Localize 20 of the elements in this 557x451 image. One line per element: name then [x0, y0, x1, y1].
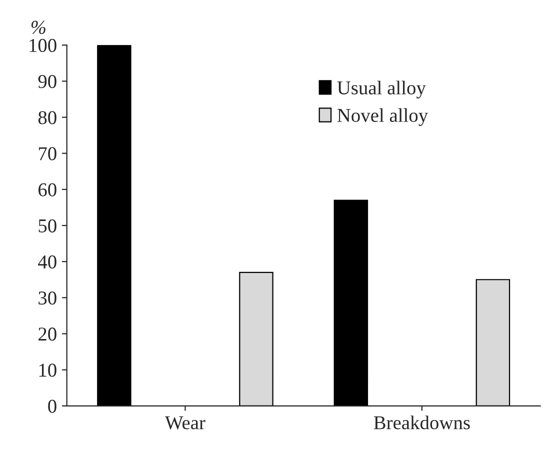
y-tick-label: 20 — [38, 328, 56, 341]
y-tick-label: 70 — [38, 147, 56, 160]
x-tick-label: Breakdowns — [374, 416, 470, 430]
y-tick-label: 50 — [38, 219, 56, 232]
y-tick-label: 10 — [39, 364, 56, 377]
bar — [476, 279, 510, 406]
bar — [97, 45, 132, 406]
y-tick-label: 40 — [38, 255, 56, 269]
y-tick-label: 0 — [48, 400, 56, 413]
y-tick-label: 100 — [30, 38, 56, 52]
legend-label: Usual alloy — [337, 80, 426, 98]
y-tick-label: 90 — [38, 74, 56, 88]
bar — [239, 272, 274, 406]
y-tick-label: 80 — [38, 111, 56, 124]
bar — [334, 200, 368, 406]
y-axis-title: % — [31, 20, 46, 34]
legend-label: Novel alloy — [337, 108, 428, 126]
y-tick-label: 30 — [38, 291, 56, 305]
y-tick-label: 60 — [38, 183, 56, 196]
x-tick-label: Wear — [164, 416, 206, 430]
